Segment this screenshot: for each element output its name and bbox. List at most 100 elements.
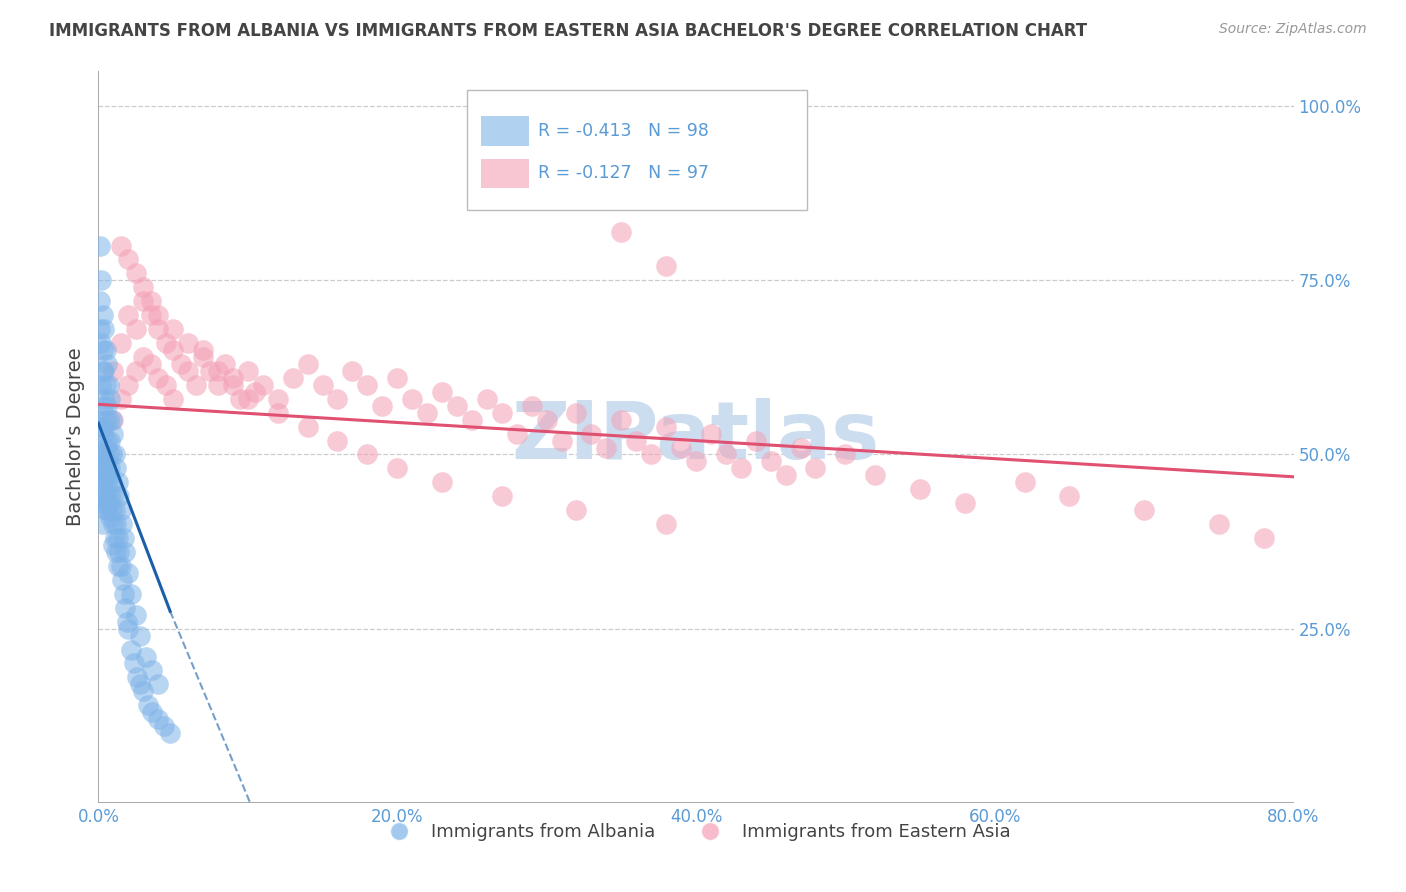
Point <box>111 517 134 532</box>
Point <box>91 475 114 490</box>
Point <box>91 475 114 490</box>
Point <box>132 684 155 698</box>
Point <box>89 322 111 336</box>
Point <box>191 343 214 357</box>
Point <box>685 454 707 468</box>
Point <box>236 392 259 406</box>
Point <box>610 412 633 426</box>
Point <box>104 531 127 545</box>
Point <box>125 364 148 378</box>
Point <box>141 664 163 678</box>
Point <box>96 503 118 517</box>
Point <box>96 454 118 468</box>
Point <box>93 448 115 462</box>
Point <box>93 322 115 336</box>
Point <box>162 322 184 336</box>
Point <box>120 642 142 657</box>
Point <box>125 322 148 336</box>
Point <box>700 426 723 441</box>
Point <box>536 412 558 426</box>
Point <box>93 496 115 510</box>
Point <box>103 517 125 532</box>
Point <box>111 573 134 587</box>
Point <box>297 357 319 371</box>
Point <box>107 558 129 573</box>
Point <box>91 399 114 413</box>
Point <box>491 406 513 420</box>
Point <box>475 392 498 406</box>
Point <box>252 377 274 392</box>
Point <box>834 448 856 462</box>
Point <box>222 377 245 392</box>
Point <box>125 607 148 622</box>
Point <box>581 426 603 441</box>
Point <box>610 225 633 239</box>
FancyBboxPatch shape <box>481 116 529 145</box>
Point <box>1014 475 1036 490</box>
Point <box>184 377 207 392</box>
Point <box>640 448 662 462</box>
Point <box>148 308 170 322</box>
Point <box>110 503 132 517</box>
Point <box>155 336 177 351</box>
Point <box>159 726 181 740</box>
Point <box>93 468 115 483</box>
Point <box>93 489 115 503</box>
Point <box>506 426 529 441</box>
Point <box>626 434 648 448</box>
Point <box>214 357 236 371</box>
Point <box>114 600 136 615</box>
Point <box>371 399 394 413</box>
Point <box>124 657 146 671</box>
Point <box>281 371 304 385</box>
Point <box>89 461 111 475</box>
Point <box>90 419 112 434</box>
Point <box>107 531 129 545</box>
Point <box>191 350 214 364</box>
Point <box>91 308 114 322</box>
Point <box>101 412 124 426</box>
Point <box>91 496 114 510</box>
Point <box>565 503 588 517</box>
Point <box>129 629 152 643</box>
Point <box>520 399 543 413</box>
Point <box>775 468 797 483</box>
Point <box>177 364 200 378</box>
Point <box>908 483 931 497</box>
FancyBboxPatch shape <box>481 159 529 188</box>
Point <box>90 448 112 462</box>
Point <box>162 392 184 406</box>
Point <box>117 252 139 267</box>
Legend: Immigrants from Albania, Immigrants from Eastern Asia: Immigrants from Albania, Immigrants from… <box>374 816 1018 848</box>
Point <box>98 434 122 448</box>
Point <box>655 517 678 532</box>
Point <box>430 384 453 399</box>
Point <box>112 587 135 601</box>
Point <box>90 483 112 497</box>
Point <box>96 434 118 448</box>
Point <box>129 677 152 691</box>
Point <box>311 377 333 392</box>
Point <box>385 371 409 385</box>
Point <box>1253 531 1275 545</box>
Point <box>94 412 117 426</box>
Point <box>326 434 349 448</box>
Point <box>97 448 120 462</box>
Point <box>101 448 124 462</box>
Point <box>105 517 128 532</box>
Point <box>865 468 887 483</box>
Point <box>229 392 252 406</box>
Point <box>90 336 112 351</box>
Point <box>110 238 132 252</box>
Point <box>98 461 122 475</box>
Point <box>446 399 468 413</box>
Point <box>89 412 111 426</box>
Point <box>108 545 131 559</box>
Point <box>245 384 267 399</box>
Point <box>162 343 184 357</box>
Point <box>98 489 122 503</box>
Text: Source: ZipAtlas.com: Source: ZipAtlas.com <box>1219 22 1367 37</box>
Point <box>97 412 120 426</box>
Point <box>91 426 114 441</box>
Point <box>169 357 191 371</box>
